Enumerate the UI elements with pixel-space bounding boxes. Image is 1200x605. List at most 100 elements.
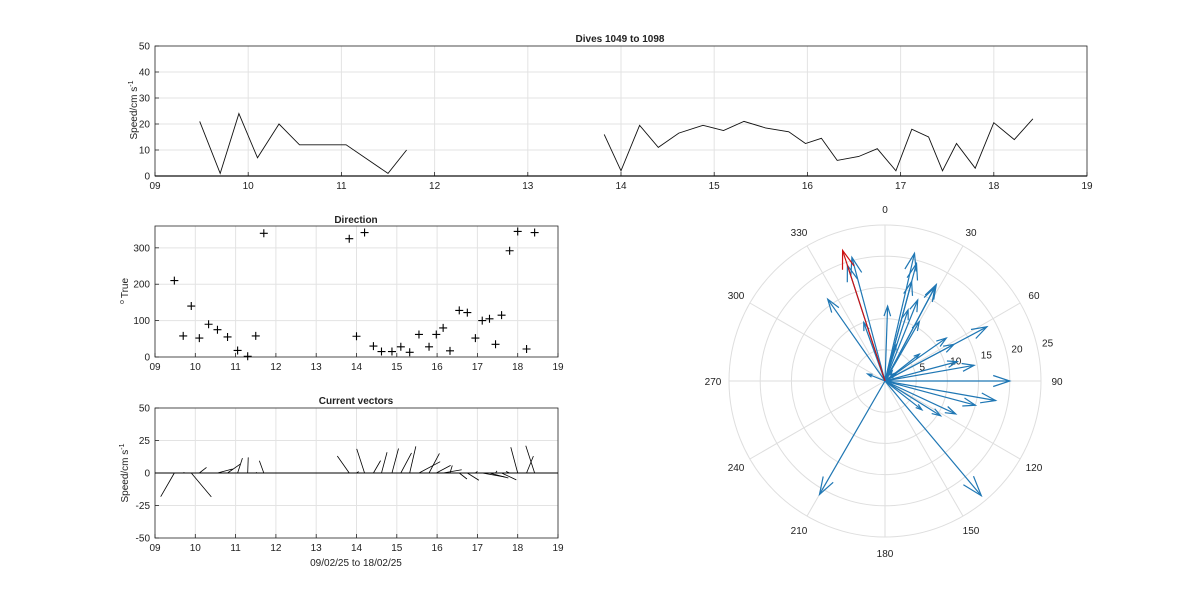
direction-marker: [432, 330, 441, 339]
polar-vector: [884, 253, 916, 382]
polar-vector: [884, 380, 976, 406]
polar-vector-head: [913, 352, 921, 360]
vector-stick: [199, 467, 207, 474]
speed-x-tick-label: 12: [429, 181, 441, 192]
vectors-y-tick-label: -50: [136, 534, 151, 545]
polar-angle-label: 60: [1028, 291, 1040, 302]
speed-y-tick-label: 20: [139, 120, 151, 131]
polar-vector: [851, 257, 886, 382]
direction-marker: [471, 334, 480, 343]
polar-angle-label: 210: [791, 526, 808, 537]
vector-stick: [391, 448, 399, 474]
polar-vector: [818, 380, 886, 495]
polar-spoke: [884, 380, 964, 517]
polar-vector: [884, 380, 941, 417]
polar-vector: [884, 343, 955, 382]
vector-stick: [459, 472, 468, 480]
polar-vector-head: [962, 397, 978, 407]
polar-vector-head: [915, 404, 924, 411]
vector-stick: [525, 445, 536, 474]
polar-vector-head: [904, 251, 917, 272]
vectors-x-tick-label: 09: [149, 543, 161, 554]
direction-marker: [522, 344, 531, 353]
vector-stick: [436, 465, 451, 474]
polar-vector: [884, 287, 936, 382]
polar-vector-head: [826, 297, 840, 313]
polar-vector-head: [993, 374, 1012, 388]
vector-stick: [510, 447, 519, 474]
vectors-y-tick-label: -25: [136, 501, 151, 512]
polar-angle-label: 150: [963, 526, 980, 537]
polar-vector: [884, 299, 919, 382]
vectors-y-tick-label: 0: [144, 469, 150, 480]
polar-vector: [884, 364, 975, 382]
speed-x-tick-label: 09: [149, 181, 161, 192]
direction-marker: [485, 314, 494, 323]
direction-x-tick-label: 16: [432, 362, 444, 373]
vectors-x-tick-label: 19: [552, 543, 564, 554]
vectors-y-axis-label: Speed/cm s-1: [119, 443, 131, 502]
vectors-y-axis-label-sup: -1: [119, 443, 126, 449]
vector-stick: [258, 460, 265, 474]
direction-marker: [352, 332, 361, 341]
direction-y-axis-label-sup: o: [119, 300, 126, 304]
vector-stick: [449, 465, 453, 474]
polar-spoke: [806, 245, 886, 382]
direction-marker: [513, 227, 522, 236]
vector-stick: [237, 458, 243, 474]
polar-angle-label: 330: [791, 228, 808, 239]
speed-x-tick-label: 17: [895, 181, 907, 192]
polar-vector: [884, 380, 956, 415]
direction-marker: [195, 334, 204, 343]
polar-radial-label: 15: [981, 350, 993, 361]
direction-y-tick-label: 0: [144, 353, 150, 364]
vectors-x-tick-label: 16: [432, 543, 444, 554]
direction-x-tick-label: 14: [351, 362, 363, 373]
speed-x-tick-label: 19: [1081, 181, 1093, 192]
direction-marker: [187, 302, 196, 311]
polar-vector: [884, 380, 996, 402]
polar-spoke: [749, 302, 886, 382]
direction-x-tick-label: 11: [230, 362, 241, 373]
direction-marker: [387, 347, 396, 356]
speed-time-axes: Dives 1049 to 1098 Speed/cm s-1 09 10 11 12…: [128, 34, 1093, 192]
speed-y-tick-label: 0: [144, 172, 150, 183]
polar-vector-head: [944, 406, 958, 415]
polar-vector-head: [887, 369, 894, 376]
speed-x-tick-label: 11: [336, 181, 347, 192]
direction-marker: [455, 306, 464, 315]
polar-angle-label: 180: [877, 549, 894, 560]
vectors-x-tick-label: 13: [311, 543, 323, 554]
direction-y-axis-label: oTrue: [119, 278, 131, 305]
direction-x-tick-label: 15: [391, 362, 403, 373]
speed-series-line: [199, 112, 407, 175]
direction-marker: [170, 276, 179, 285]
direction-marker: [213, 325, 222, 334]
vector-stick: [418, 461, 441, 474]
polar-angle-label: 240: [728, 463, 745, 474]
direction-marker: [223, 332, 232, 341]
polar-vector: [884, 372, 896, 382]
speed-x-tick-label: 16: [802, 181, 814, 192]
speed-series-line: [603, 118, 1034, 172]
speed-x-tick-label: 14: [615, 181, 627, 192]
direction-x-tick-label: 19: [552, 362, 564, 373]
vector-stick: [467, 472, 480, 481]
polar-vector-head: [924, 282, 938, 300]
polar-vector-head: [850, 255, 863, 276]
vectors-x-tick-label: 15: [391, 543, 403, 554]
polar-spoke: [749, 380, 886, 460]
polar-vector-head: [865, 373, 873, 378]
polar-vector-head: [980, 392, 998, 404]
direction-marker: [439, 323, 448, 332]
direction-marker: [369, 342, 378, 351]
vector-stick: [489, 472, 509, 479]
vector-stick: [190, 472, 212, 498]
vectors-x-tick-label: 14: [351, 543, 363, 554]
polar-angle-label: 300: [728, 291, 745, 302]
direction-y-tick-label: 200: [133, 280, 150, 291]
direction-chart-title: Direction: [334, 215, 377, 226]
vector-stick: [373, 460, 381, 474]
direction-marker: [530, 228, 539, 237]
